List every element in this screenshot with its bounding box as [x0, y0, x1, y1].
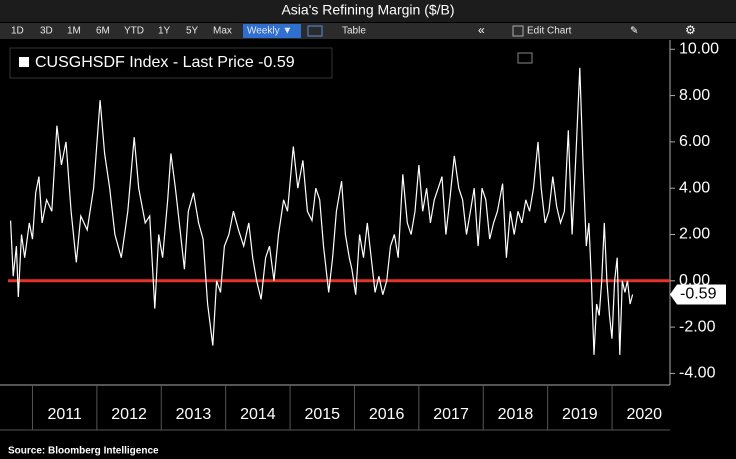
x-tick-label: 2016: [369, 406, 405, 423]
last-price-label: -0.59: [680, 286, 717, 303]
y-tick-label: 8.00: [679, 87, 710, 104]
toolbar-button[interactable]: 1M: [67, 26, 81, 37]
legend-swatch: [19, 57, 29, 67]
x-tick-label: 2013: [176, 406, 212, 423]
x-tick-label: 2011: [47, 406, 82, 423]
x-tick-label: 2019: [562, 406, 598, 423]
x-tick-label: 2012: [111, 406, 147, 423]
toolbar-button[interactable]: 1Y: [158, 26, 171, 37]
x-tick-label: 2018: [498, 406, 534, 423]
source-note: Source: Bloomberg Intelligence: [8, 446, 159, 457]
legend-label: CUSGHSDF Index - Last Price -0.59: [35, 54, 295, 71]
y-tick-label: 10.00: [679, 40, 719, 57]
collapse-icon[interactable]: «: [478, 23, 485, 37]
chart-title: Asia's Refining Margin ($/B): [281, 2, 454, 18]
legend-menu[interactable]: [517, 52, 533, 64]
settings-icon[interactable]: ⚙: [685, 23, 696, 37]
toolbar-button[interactable]: 1D: [11, 26, 24, 37]
y-tick-label: -4.00: [679, 365, 716, 382]
x-tick-label: 2017: [433, 406, 469, 423]
last-price-tag: [670, 284, 726, 305]
y-tick-label: 6.00: [679, 133, 710, 150]
price-line: [10, 67, 634, 355]
pen-icon[interactable]: ✎: [630, 26, 638, 37]
toolbar-button[interactable]: 3D: [40, 26, 53, 37]
toolbar-button[interactable]: Weekly ▼: [247, 26, 292, 37]
y-tick-label: 2.00: [679, 226, 710, 243]
y-tick-label: 4.00: [679, 179, 710, 196]
toolbar-button[interactable]: Max: [213, 26, 232, 37]
x-tick-label: 2020: [626, 406, 662, 423]
toolbar-button[interactable]: 5Y: [186, 26, 199, 37]
toolbar-button[interactable]: 6M: [96, 26, 110, 37]
toolbar: [0, 23, 736, 39]
title-bar: [0, 0, 736, 22]
toolbar-button[interactable]: Table: [342, 26, 366, 37]
toolbar-button[interactable]: Edit Chart: [527, 26, 572, 37]
y-tick-label: -2.00: [679, 318, 716, 335]
chart-icon[interactable]: [307, 25, 323, 37]
x-tick-label: 2015: [304, 406, 340, 423]
toolbar-button[interactable]: YTD: [124, 26, 144, 37]
weekly-highlight: [243, 24, 301, 38]
x-tick-label: 2014: [240, 406, 276, 423]
edit-icon[interactable]: [512, 25, 524, 37]
legend-box: [9, 47, 333, 79]
